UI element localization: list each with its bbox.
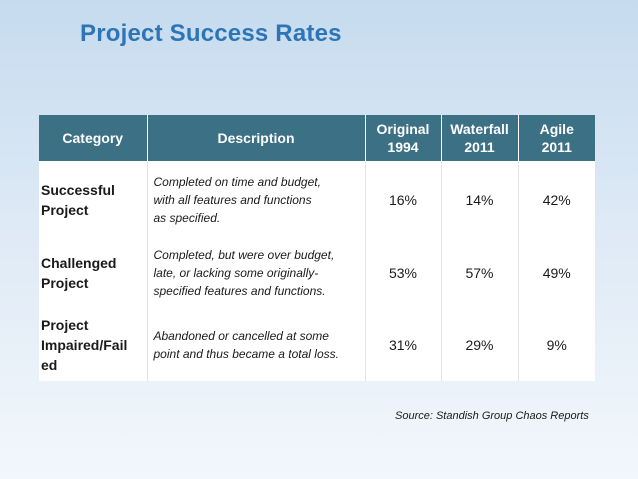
description-cell: Completed, but were over budget, late, or… <box>146 237 365 309</box>
original-1994-value: 16% <box>364 161 441 238</box>
table-row: Challenged Project Completed, but were ov… <box>39 237 595 309</box>
waterfall-2011-value: 29% <box>440 308 518 381</box>
original-1994-value: 31% <box>364 308 441 381</box>
table-header-row: Category Description Original 1994 Waterf… <box>39 115 595 162</box>
waterfall-2011-value: 57% <box>440 237 518 309</box>
header-original-1994: Original 1994 <box>364 115 441 162</box>
description-cell: Completed on time and budget, with all fe… <box>146 161 365 238</box>
agile-2011-value: 42% <box>517 161 595 238</box>
category-cell: Challenged Project <box>39 237 147 309</box>
header-description: Description <box>146 115 365 162</box>
category-cell: Project Impaired/Fail ed <box>39 308 147 381</box>
description-cell: Abandoned or cancelled at some point and … <box>146 308 365 381</box>
waterfall-2011-value: 14% <box>440 161 518 238</box>
header-agile-2011: Agile 2011 <box>517 115 595 162</box>
agile-2011-value: 9% <box>517 308 595 381</box>
source-citation: Source: Standish Group Chaos Reports <box>395 410 589 422</box>
category-cell: Successful Project <box>39 161 147 238</box>
original-1994-value: 53% <box>364 237 441 309</box>
agile-2011-value: 49% <box>517 237 595 309</box>
header-waterfall-2011: Waterfall 2011 <box>440 115 518 162</box>
slide-title: Project Success Rates <box>80 20 342 47</box>
success-rates-table: Category Description Original 1994 Waterf… <box>39 115 595 381</box>
header-category: Category <box>39 115 147 162</box>
table-row: Project Impaired/Fail ed Abandoned or canc… <box>39 308 595 381</box>
table-row: Successful Project Completed on time and … <box>39 161 595 238</box>
